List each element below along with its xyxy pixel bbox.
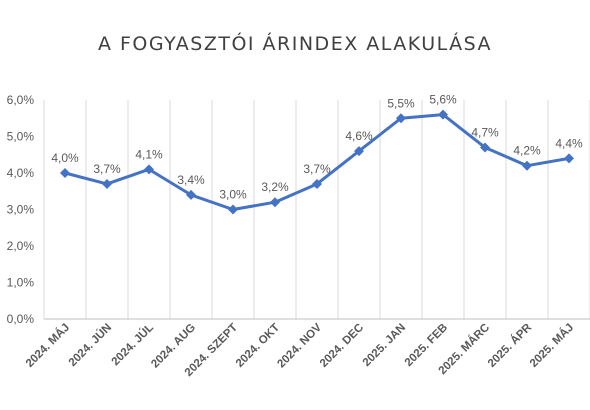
- x-tick-label: 2025. JAN: [361, 322, 408, 369]
- data-point: [144, 164, 154, 175]
- x-tick-label: 2025. ÁPR: [485, 320, 534, 369]
- x-tick-label: 2024. JÚN: [66, 321, 114, 369]
- data-label: 3,2%: [261, 180, 289, 194]
- data-label: 4,7%: [471, 125, 499, 139]
- data-label: 4,1%: [135, 147, 163, 161]
- data-point: [186, 189, 196, 200]
- x-tick-label: 2025. MÁJ: [527, 321, 576, 370]
- data-label: 3,7%: [303, 162, 331, 176]
- y-tick-label: 4,0%: [7, 166, 35, 180]
- chart-title: A FOGYASZTÓI ÁRINDEX ALAKULÁSA: [97, 33, 493, 55]
- data-point: [480, 142, 490, 153]
- data-point: [438, 109, 448, 120]
- y-tick-label: 1,0%: [7, 276, 35, 290]
- y-tick-label: 3,0%: [7, 203, 35, 217]
- data-point: [312, 178, 322, 189]
- y-tick-label: 6,0%: [7, 93, 35, 107]
- data-label: 4,0%: [51, 151, 79, 165]
- data-point: [522, 160, 532, 171]
- data-label: 3,4%: [177, 173, 205, 187]
- y-tick-label: 5,0%: [7, 130, 35, 144]
- data-label: 4,6%: [345, 129, 373, 143]
- data-point: [60, 168, 70, 178]
- data-point: [270, 197, 280, 208]
- data-label: 4,4%: [555, 136, 583, 150]
- data-label: 5,6%: [429, 93, 457, 107]
- x-tick-label: 2024. NOV: [275, 321, 324, 370]
- y-tick-label: 2,0%: [7, 239, 35, 253]
- data-point: [564, 153, 574, 164]
- data-point: [396, 113, 406, 124]
- data-point: [354, 146, 364, 157]
- data-label: 5,5%: [387, 96, 415, 110]
- data-label: 3,7%: [93, 162, 121, 176]
- x-tick-label: 2024. DEC: [318, 322, 366, 370]
- data-label: 3,0%: [219, 188, 247, 202]
- x-tick-label: 2024. MÁJ: [23, 321, 72, 370]
- data-point: [102, 178, 112, 189]
- data-point: [228, 204, 238, 215]
- data-label: 4,2%: [513, 144, 541, 158]
- y-tick-label: 0,0%: [7, 312, 35, 326]
